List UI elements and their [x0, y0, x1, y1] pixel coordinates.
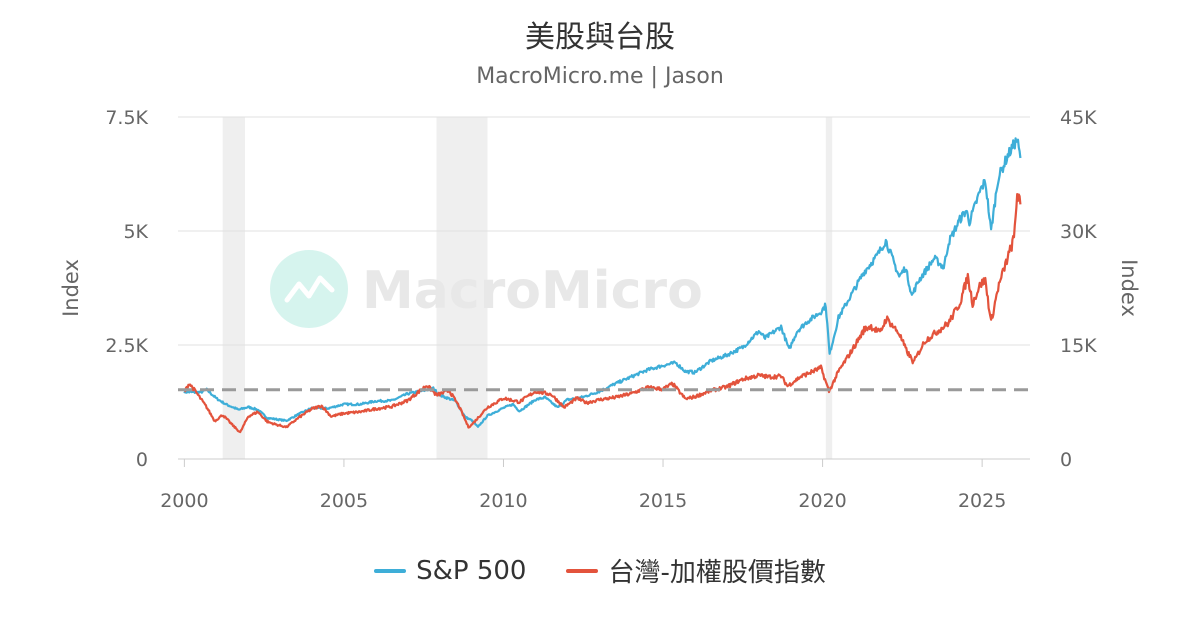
y-right-tick-label: 15K	[1060, 335, 1097, 357]
y-right-tick-label: 30K	[1060, 221, 1097, 243]
watermark-chart-icon	[284, 275, 335, 303]
y-right-tick-label: 45K	[1060, 107, 1097, 129]
legend-item-taiex[interactable]: 台灣-加權股價指數	[566, 552, 826, 589]
legend-label-sp500: S&P 500	[416, 555, 527, 586]
y-left-tick-label: 0	[136, 449, 148, 471]
y-right-axis-title: Index	[1117, 259, 1141, 317]
legend-item-sp500[interactable]: S&P 500	[374, 556, 526, 586]
chart-title: 美股與台股	[525, 20, 675, 55]
chart-subtitle: MacroMicro.me | Jason	[476, 64, 724, 89]
x-tick-label: 2015	[639, 490, 687, 512]
y-left-tick-label: 2.5K	[105, 335, 148, 357]
x-tick-label: 2020	[798, 490, 846, 512]
watermark-logo-icon	[270, 250, 348, 328]
y-left-tick-label: 5K	[123, 221, 148, 243]
y-left-tick-label: 7.5K	[105, 107, 148, 129]
recession-band-0	[222, 117, 246, 459]
x-tick-label: 2005	[320, 490, 368, 512]
series-line-1	[184, 193, 1022, 434]
recession-band-2	[825, 117, 833, 459]
legend-swatch-taiex	[566, 568, 599, 573]
recession-band-1	[436, 117, 488, 459]
x-tick-label: 2000	[160, 490, 208, 512]
watermark-text: MacroMicro	[362, 261, 703, 321]
x-tick-label: 2025	[958, 490, 1006, 512]
x-tick-label: 2010	[479, 490, 527, 512]
legend: S&P 500 台灣-加權股價指數	[0, 552, 1200, 589]
y-right-tick-label: 0	[1060, 449, 1072, 471]
y-left-axis-title: Index	[59, 259, 83, 317]
legend-label-taiex: 台灣-加權股價指數	[608, 558, 826, 588]
legend-swatch-sp500	[374, 568, 407, 573]
